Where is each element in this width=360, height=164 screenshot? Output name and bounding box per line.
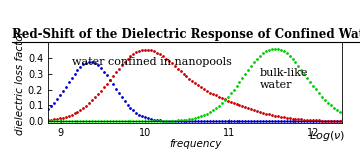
Y-axis label: dielectric loss factor: dielectric loss factor [15,30,25,135]
X-axis label: frequency: frequency [169,139,221,149]
Title: Red-Shift of the Dielectric Response of Confined Water: Red-Shift of the Dielectric Response of … [12,28,360,41]
Text: bulk-like
water: bulk-like water [260,68,308,90]
Text: $Log(\nu)$: $Log(\nu)$ [309,129,345,143]
Text: water confined in nanopools: water confined in nanopools [72,57,231,67]
